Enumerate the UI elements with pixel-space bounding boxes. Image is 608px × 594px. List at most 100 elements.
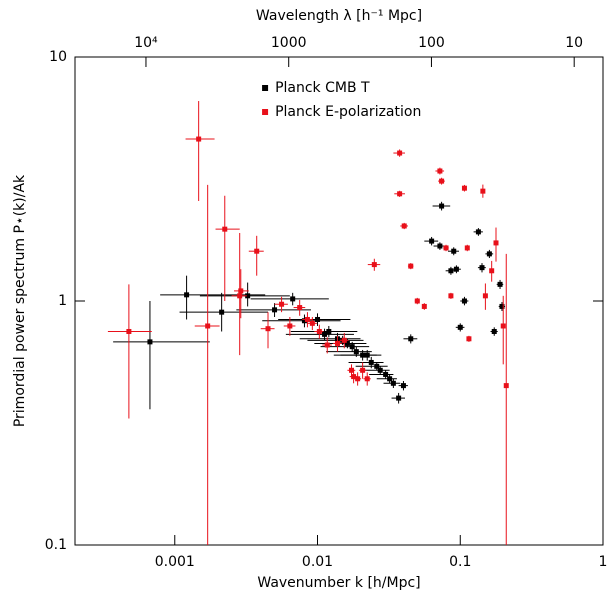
- point: [493, 240, 499, 246]
- legend-swatch: [262, 109, 269, 115]
- point: [374, 363, 380, 369]
- x-tick-label: 0.1: [449, 554, 471, 570]
- point: [237, 293, 243, 299]
- point: [396, 395, 402, 401]
- point: [341, 337, 347, 343]
- point: [360, 367, 366, 373]
- point: [429, 238, 435, 244]
- point: [421, 303, 427, 309]
- point: [353, 349, 359, 355]
- point: [401, 223, 407, 229]
- point: [287, 323, 293, 329]
- point: [245, 293, 251, 299]
- top-tick-label: 100: [418, 35, 445, 51]
- point: [297, 305, 303, 311]
- legend-swatch: [262, 85, 269, 91]
- point: [479, 265, 485, 271]
- point: [371, 262, 377, 268]
- point: [322, 331, 328, 337]
- point: [279, 301, 285, 307]
- top-tick-label: 10⁴: [134, 35, 158, 51]
- point: [344, 340, 350, 346]
- point: [482, 293, 488, 299]
- point: [301, 318, 307, 324]
- top-axis-label: Wavelength λ [h⁻¹ Mpc]: [256, 8, 422, 24]
- point: [400, 383, 406, 389]
- point: [309, 320, 315, 326]
- point: [272, 307, 278, 313]
- point: [397, 150, 403, 156]
- point: [489, 268, 495, 274]
- point: [196, 136, 202, 142]
- point: [414, 298, 420, 304]
- point: [408, 336, 414, 342]
- point: [383, 371, 389, 377]
- point: [334, 340, 340, 346]
- point: [448, 268, 454, 274]
- x-tick-label: 1: [599, 554, 608, 570]
- point: [222, 226, 228, 232]
- point: [457, 324, 463, 330]
- point: [499, 303, 505, 309]
- point: [437, 243, 443, 249]
- point: [497, 281, 503, 287]
- point: [451, 248, 457, 254]
- point: [503, 383, 509, 389]
- point: [351, 374, 357, 380]
- x-tick-label: 0.001: [155, 554, 195, 570]
- point: [238, 288, 244, 294]
- point: [315, 316, 321, 322]
- y-tick-label: 10: [49, 49, 67, 65]
- point: [500, 323, 506, 329]
- top-tick-label: 10: [565, 35, 583, 51]
- point: [254, 248, 260, 254]
- point: [348, 367, 354, 373]
- point: [486, 251, 492, 257]
- point: [443, 245, 449, 251]
- point: [205, 323, 211, 329]
- point: [453, 266, 459, 272]
- point: [316, 328, 322, 334]
- point: [184, 292, 190, 298]
- point: [397, 191, 403, 197]
- legend-label: Planck E-polarization: [275, 104, 421, 120]
- point: [464, 245, 470, 251]
- x-axis-label: Wavenumber k [h/Mpc]: [257, 575, 420, 591]
- point: [390, 380, 396, 386]
- y-tick-label: 0.1: [45, 537, 67, 553]
- top-tick-label: 1000: [271, 35, 307, 51]
- point: [349, 344, 355, 350]
- point: [355, 376, 361, 382]
- point: [377, 367, 383, 373]
- legend-label: Planck CMB T: [275, 80, 370, 96]
- point: [147, 339, 153, 345]
- x-tick-label: 0.01: [302, 554, 333, 570]
- point: [290, 296, 296, 302]
- point: [466, 336, 472, 342]
- point: [364, 352, 370, 358]
- point: [364, 376, 370, 382]
- plot-frame: [74, 56, 604, 546]
- point: [126, 328, 132, 334]
- point: [265, 326, 271, 332]
- y-axis-label: Primordial power spectrum P⋆(k)/Ak: [12, 174, 28, 427]
- point: [448, 293, 454, 299]
- point: [461, 185, 467, 191]
- point: [439, 178, 445, 184]
- point: [368, 359, 374, 365]
- point: [387, 376, 393, 382]
- point: [408, 263, 414, 269]
- point: [326, 328, 332, 334]
- point: [304, 316, 310, 322]
- point: [461, 298, 467, 304]
- point: [480, 188, 486, 194]
- point: [437, 168, 443, 174]
- point: [491, 328, 497, 334]
- point: [219, 309, 225, 315]
- plot-area: [107, 101, 509, 545]
- point: [439, 203, 445, 209]
- y-tick-label: 1: [58, 293, 67, 309]
- point: [324, 342, 330, 348]
- point: [475, 229, 481, 235]
